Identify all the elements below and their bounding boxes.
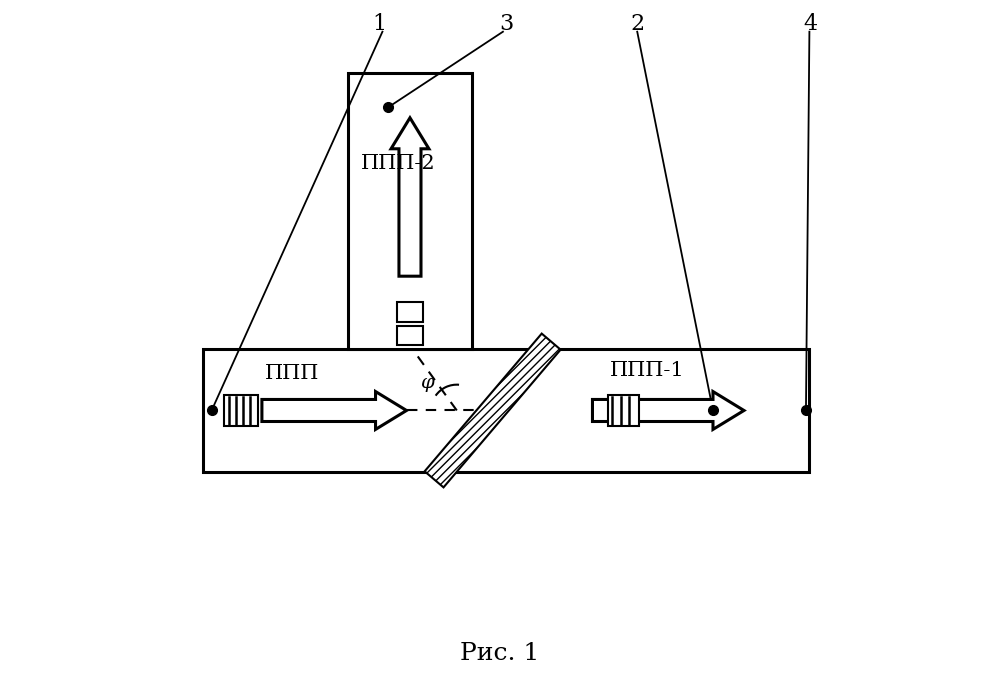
Bar — [224, 395, 259, 427]
Polygon shape — [592, 392, 744, 429]
Bar — [397, 302, 423, 321]
Text: ППП-2: ППП-2 — [361, 155, 435, 174]
Bar — [607, 395, 639, 427]
Text: φ: φ — [421, 374, 434, 392]
Text: ППП: ППП — [266, 365, 320, 383]
Bar — [204, 348, 809, 473]
Text: 1: 1 — [372, 13, 386, 36]
Text: 3: 3 — [500, 13, 513, 36]
Text: 2: 2 — [630, 13, 644, 36]
Bar — [397, 325, 423, 345]
Polygon shape — [425, 334, 560, 487]
Text: Рис. 1: Рис. 1 — [460, 643, 539, 666]
Text: 4: 4 — [804, 13, 818, 36]
Polygon shape — [262, 392, 407, 429]
Bar — [348, 73, 472, 348]
Text: ППП-1: ППП-1 — [609, 361, 684, 380]
Polygon shape — [391, 118, 429, 276]
